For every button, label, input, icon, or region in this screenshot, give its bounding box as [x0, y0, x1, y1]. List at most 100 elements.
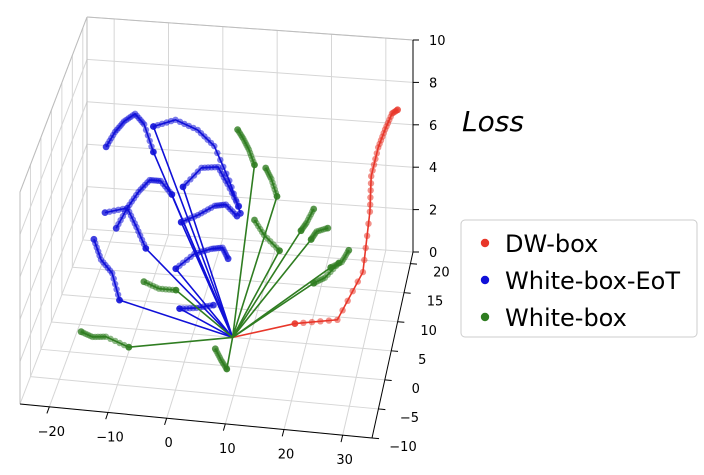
z-tick-label: 4 — [429, 161, 437, 176]
grid-line-back-z — [86, 58, 414, 83]
z-tick-label: 6 — [429, 119, 437, 134]
data-point-white-box-eot — [113, 286, 120, 293]
series-white-box — [77, 126, 353, 373]
grid-layer — [19, 16, 414, 439]
y-tick-mark — [384, 379, 392, 381]
axes-layer — [19, 16, 414, 439]
y-tick-mark — [371, 437, 380, 440]
ticks-layer: −20 −10 0 10 20 30 −10 −5 0 5 10 15 20 0 2 4 6 8 10 — [38, 34, 450, 468]
data-point-white-box-eot — [112, 224, 120, 232]
grid-line-floor-x — [166, 238, 224, 419]
data-point-white-box-eot — [102, 143, 110, 151]
data-point-dw-box — [308, 318, 316, 326]
data-point-white-box — [251, 161, 258, 169]
data-point-white-box — [223, 365, 231, 373]
x-tick-mark — [222, 423, 226, 431]
data-point-white-box-eot — [142, 245, 150, 252]
y-tick-label: 15 — [427, 295, 444, 310]
data-point-dw-box — [361, 256, 368, 264]
data-point-white-box-eot — [146, 137, 153, 145]
grid-line-floor-y — [51, 321, 392, 352]
grid-line-side-z — [19, 144, 88, 320]
data-point-dw-box — [359, 268, 367, 276]
data-point-dw-box — [369, 167, 376, 174]
pane-edge — [19, 16, 88, 193]
data-point-white-box-eot — [172, 265, 180, 273]
data-point-white-box-eot — [116, 296, 123, 304]
data-point-dw-box — [372, 155, 379, 163]
data-point-dw-box — [339, 307, 346, 314]
legend-label-dw-box: DW-box — [505, 230, 598, 258]
data-point-white-box-eot — [111, 280, 119, 288]
x-tick-label: 30 — [336, 453, 353, 468]
pane-edge — [86, 16, 414, 41]
data-point-white-box — [77, 328, 85, 336]
z-axis-title: Loss — [462, 105, 524, 138]
y-tick-label: 0 — [412, 382, 420, 397]
y-tick-mark — [391, 350, 399, 352]
data-point-white-box-eot — [233, 212, 241, 220]
data-point-white-box-eot — [214, 149, 221, 157]
x-tick-label: 10 — [219, 442, 236, 457]
x-tick-mark — [281, 429, 285, 437]
legend-label-white-box-eot: White-box-EoT — [505, 267, 680, 295]
data-point-dw-box — [365, 220, 372, 227]
series-layer — [77, 106, 401, 373]
data-point-white-box-eot — [211, 142, 218, 150]
data-point-dw-box — [317, 318, 324, 325]
data-point-dw-box — [334, 316, 341, 323]
data-point-white-box — [234, 126, 242, 133]
data-point-white-box — [273, 193, 281, 200]
x-tick-label: 20 — [278, 448, 295, 463]
legend-marker-white-box — [480, 312, 490, 322]
legend: DW-box White-box-EoT White-box — [460, 219, 698, 338]
data-point-white-box-eot — [168, 191, 176, 198]
x-axis-line — [19, 403, 373, 439]
data-point-white-box-eot — [179, 183, 187, 191]
grid-line-floor-y — [40, 348, 385, 381]
series-white-box-eot — [90, 110, 244, 339]
data-point-white-box — [251, 216, 258, 224]
grid-line-floor-x — [107, 234, 169, 413]
data-point-white-box — [327, 264, 335, 271]
data-point-white-box-eot — [210, 301, 217, 309]
data-point-dw-box — [363, 232, 371, 239]
data-point-white-box — [140, 278, 148, 286]
data-point-white-box — [307, 236, 315, 243]
x-tick-mark — [340, 435, 344, 443]
y-tick-label: −5 — [400, 411, 419, 426]
grid-line-floor-y — [30, 376, 379, 410]
y-tick-mark — [378, 408, 386, 411]
grid-line-floor-y — [82, 239, 411, 265]
y-tick-mark — [397, 321, 405, 323]
data-point-dw-box — [367, 187, 374, 194]
z-tick-label: 8 — [429, 76, 437, 91]
data-point-dw-box — [367, 201, 374, 208]
z-tick-label: 2 — [429, 204, 437, 219]
data-point-dw-box — [368, 173, 375, 180]
legend-label-white-box: White-box — [505, 304, 627, 332]
y-tick-mark — [403, 292, 411, 294]
data-point-white-box-eot — [144, 132, 152, 139]
data-point-white-box — [345, 246, 353, 254]
y-tick-label: 5 — [418, 353, 426, 368]
data-point-dw-box — [367, 194, 374, 201]
data-point-dw-box — [349, 288, 356, 295]
data-point-dw-box — [367, 180, 375, 187]
legend-marker-white-box-eot — [480, 275, 490, 285]
data-point-dw-box — [394, 106, 401, 114]
data-point-white-box — [125, 343, 133, 351]
data-point-white-box-eot — [224, 255, 232, 263]
grid-line-side-z — [19, 101, 88, 277]
data-point-dw-box — [362, 244, 369, 252]
data-point-white-box-eot — [101, 209, 109, 217]
data-point-dw-box — [366, 208, 374, 215]
series-dw-box — [232, 106, 401, 339]
z-tick-label: 0 — [429, 246, 437, 261]
data-point-white-box-eot — [148, 143, 155, 150]
data-point-dw-box — [300, 319, 307, 326]
legend-marker-dw-box — [480, 238, 490, 248]
data-point-white-box-eot — [110, 275, 117, 282]
data-point-white-box-eot — [150, 148, 157, 156]
grid-line-side-z — [19, 59, 88, 235]
